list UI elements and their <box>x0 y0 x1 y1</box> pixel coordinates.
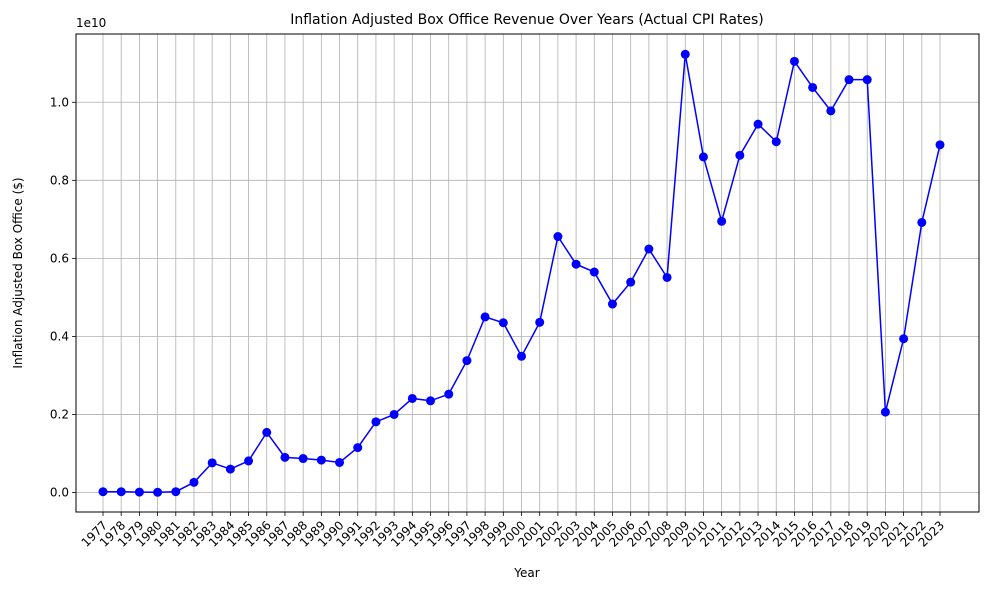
data-point <box>389 409 399 419</box>
data-point <box>262 427 272 437</box>
data-point <box>808 82 818 92</box>
y-tick-label: 0.2 <box>50 407 69 421</box>
grid <box>76 34 979 512</box>
data-point <box>517 351 526 361</box>
y-axis: 0.0 0.2 0.4 0.6 0.8 1.0 <box>50 95 76 499</box>
data-point <box>444 389 454 399</box>
y-tick-label: 0.6 <box>50 251 69 265</box>
data-point <box>480 312 490 322</box>
y-axis-label: Inflation Adjusted Box Office ($) <box>11 177 25 368</box>
data-point <box>789 56 799 66</box>
data-point <box>244 456 254 466</box>
data-point <box>98 487 108 497</box>
data-point <box>134 487 144 497</box>
data-point <box>771 137 781 147</box>
data-point <box>298 454 308 464</box>
data-point <box>462 356 472 366</box>
data-point <box>116 487 126 497</box>
data-point <box>899 334 909 344</box>
data-point <box>280 452 290 462</box>
data-point <box>589 267 599 277</box>
data-point <box>571 259 581 269</box>
data-point <box>335 457 345 467</box>
data-point <box>862 75 872 85</box>
chart-title: Inflation Adjusted Box Office Revenue Ov… <box>290 12 764 28</box>
data-point <box>844 75 854 85</box>
data-point <box>153 487 163 497</box>
data-point <box>353 443 363 453</box>
data-points <box>98 49 945 497</box>
data-point <box>426 396 436 406</box>
x-axis: 1977197819791980198119821983198419851986… <box>79 512 947 550</box>
data-point <box>189 477 199 487</box>
data-point <box>917 217 927 227</box>
data-point <box>717 216 727 226</box>
data-point <box>207 458 217 468</box>
data-point <box>316 455 326 465</box>
data-point <box>171 487 181 497</box>
data-point <box>626 277 636 287</box>
y-scale-label: 1e10 <box>76 16 106 30</box>
y-tick-label: 0.8 <box>50 173 69 187</box>
data-point <box>935 140 945 150</box>
data-point <box>680 49 690 59</box>
data-point <box>753 119 763 129</box>
data-point <box>662 272 672 282</box>
data-point <box>607 299 617 309</box>
data-point <box>880 407 890 417</box>
data-point <box>553 232 563 242</box>
y-tick-label: 1.0 <box>50 95 69 109</box>
data-point <box>407 393 417 403</box>
data-point <box>225 464 235 474</box>
data-point <box>535 317 545 327</box>
data-point <box>698 152 708 162</box>
x-axis-label: Year <box>513 566 539 580</box>
data-point <box>826 106 836 116</box>
plot-area <box>75 33 980 513</box>
data-point <box>644 244 654 254</box>
data-point <box>498 318 508 328</box>
data-point <box>371 417 381 427</box>
data-point <box>735 150 745 160</box>
y-tick-label: 0.0 <box>50 485 69 499</box>
y-tick-label: 0.4 <box>50 329 69 343</box>
